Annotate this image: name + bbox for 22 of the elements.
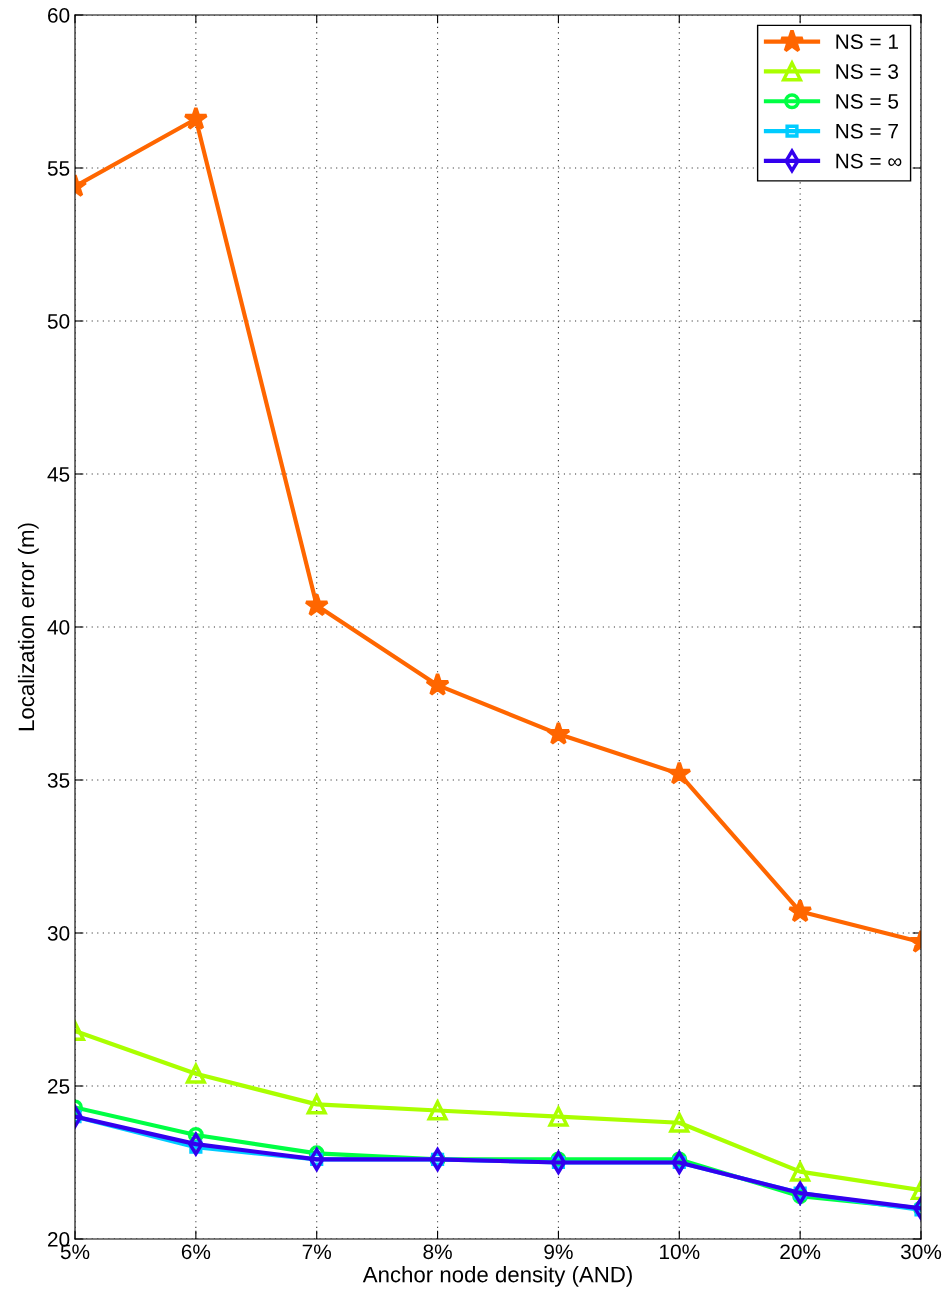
y-tick-label: 50: [47, 314, 70, 329]
x-tick-label: 9%: [544, 1244, 573, 1260]
legend-label: NS = 7: [836, 123, 898, 139]
y-tick-label: 30: [47, 926, 70, 941]
x-tick-label: 7%: [302, 1244, 332, 1260]
legend-label: NS = 5: [836, 93, 899, 109]
legend-label: NS = ∞: [836, 153, 902, 169]
y-tick-label: 35: [47, 773, 70, 788]
legend-label: NS = 1: [836, 34, 898, 50]
y-tick-label: 55: [47, 161, 70, 176]
y-axis-title: Localization error (m): [17, 523, 39, 731]
legend-label: NS = 3: [836, 64, 899, 79]
x-tick-label: 20%: [780, 1244, 821, 1260]
x-tick-label: 8%: [423, 1244, 452, 1260]
x-tick-label: 6%: [181, 1244, 211, 1260]
x-tick-label: 30%: [900, 1244, 942, 1260]
y-tick-label: 40: [47, 620, 70, 635]
y-tick-label: 45: [47, 467, 70, 482]
x-axis-title: Anchor node density (AND): [362, 1266, 632, 1287]
y-tick-label: 25: [48, 1079, 70, 1094]
x-tick-label: 10%: [660, 1244, 700, 1260]
y-tick-label: 60: [48, 8, 70, 23]
